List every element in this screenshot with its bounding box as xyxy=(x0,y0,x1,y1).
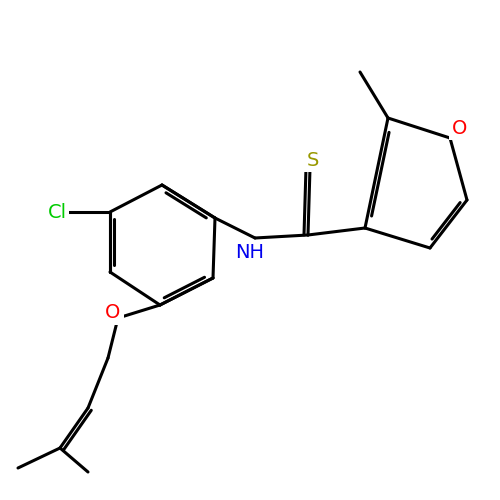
Text: S: S xyxy=(307,150,319,170)
Text: NH: NH xyxy=(236,242,264,262)
Text: O: O xyxy=(452,118,468,138)
Text: O: O xyxy=(106,304,120,322)
Text: Cl: Cl xyxy=(48,202,66,222)
